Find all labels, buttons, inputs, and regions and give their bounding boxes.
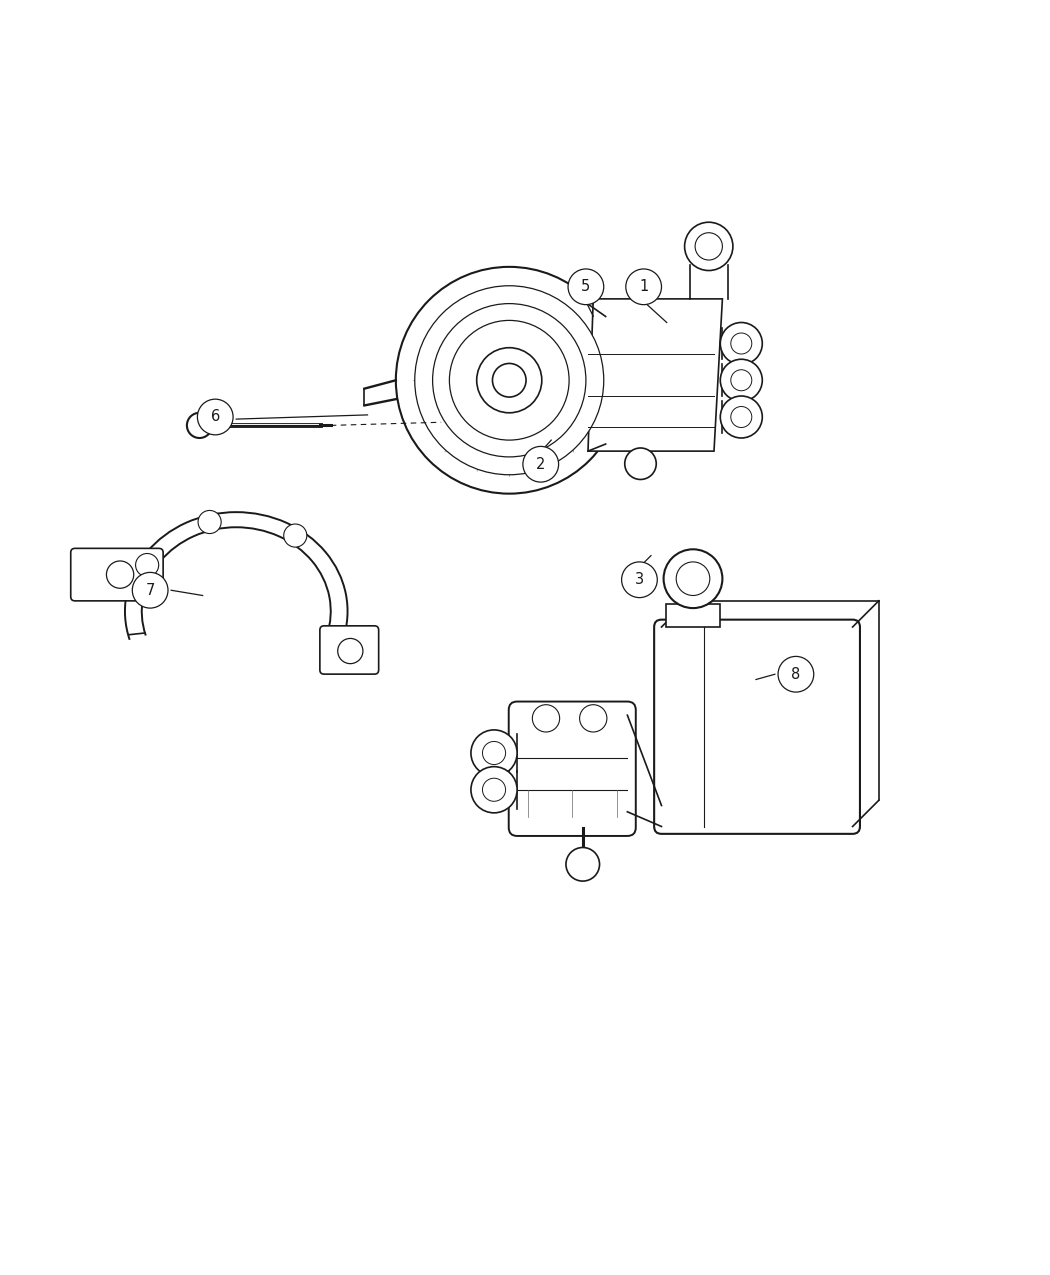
Text: 7: 7	[146, 583, 154, 598]
Circle shape	[338, 639, 363, 663]
Circle shape	[470, 729, 517, 776]
Circle shape	[477, 348, 542, 413]
Circle shape	[483, 778, 506, 801]
Circle shape	[626, 269, 662, 305]
Circle shape	[187, 413, 212, 439]
FancyBboxPatch shape	[509, 701, 636, 836]
Circle shape	[731, 333, 752, 354]
Text: 6: 6	[211, 409, 219, 425]
Text: 3: 3	[635, 572, 644, 588]
Circle shape	[720, 323, 762, 365]
Circle shape	[664, 550, 722, 608]
Circle shape	[433, 303, 586, 456]
Bar	[666, 604, 720, 627]
Circle shape	[695, 233, 722, 260]
Circle shape	[396, 266, 623, 493]
Circle shape	[568, 269, 604, 305]
Circle shape	[625, 448, 656, 479]
Circle shape	[676, 562, 710, 595]
Polygon shape	[588, 298, 722, 451]
Text: 1: 1	[639, 279, 648, 295]
Circle shape	[685, 222, 733, 270]
Circle shape	[135, 553, 159, 576]
Circle shape	[106, 561, 133, 588]
Circle shape	[622, 562, 657, 598]
Text: 5: 5	[582, 279, 590, 295]
Circle shape	[449, 320, 569, 440]
Circle shape	[580, 705, 607, 732]
Circle shape	[566, 848, 600, 881]
Circle shape	[720, 360, 762, 402]
Circle shape	[720, 397, 762, 439]
FancyBboxPatch shape	[654, 620, 860, 834]
Circle shape	[778, 657, 814, 692]
Circle shape	[532, 705, 560, 732]
Text: 2: 2	[537, 456, 545, 472]
Circle shape	[492, 363, 526, 397]
FancyBboxPatch shape	[320, 626, 379, 674]
Circle shape	[470, 766, 517, 813]
Text: 8: 8	[792, 667, 800, 682]
Circle shape	[731, 370, 752, 390]
Circle shape	[198, 510, 222, 533]
Circle shape	[132, 572, 168, 608]
Circle shape	[523, 446, 559, 482]
Circle shape	[483, 742, 506, 765]
Circle shape	[197, 399, 233, 435]
Circle shape	[731, 407, 752, 427]
Circle shape	[284, 524, 307, 547]
FancyBboxPatch shape	[70, 548, 163, 601]
Circle shape	[415, 286, 604, 474]
